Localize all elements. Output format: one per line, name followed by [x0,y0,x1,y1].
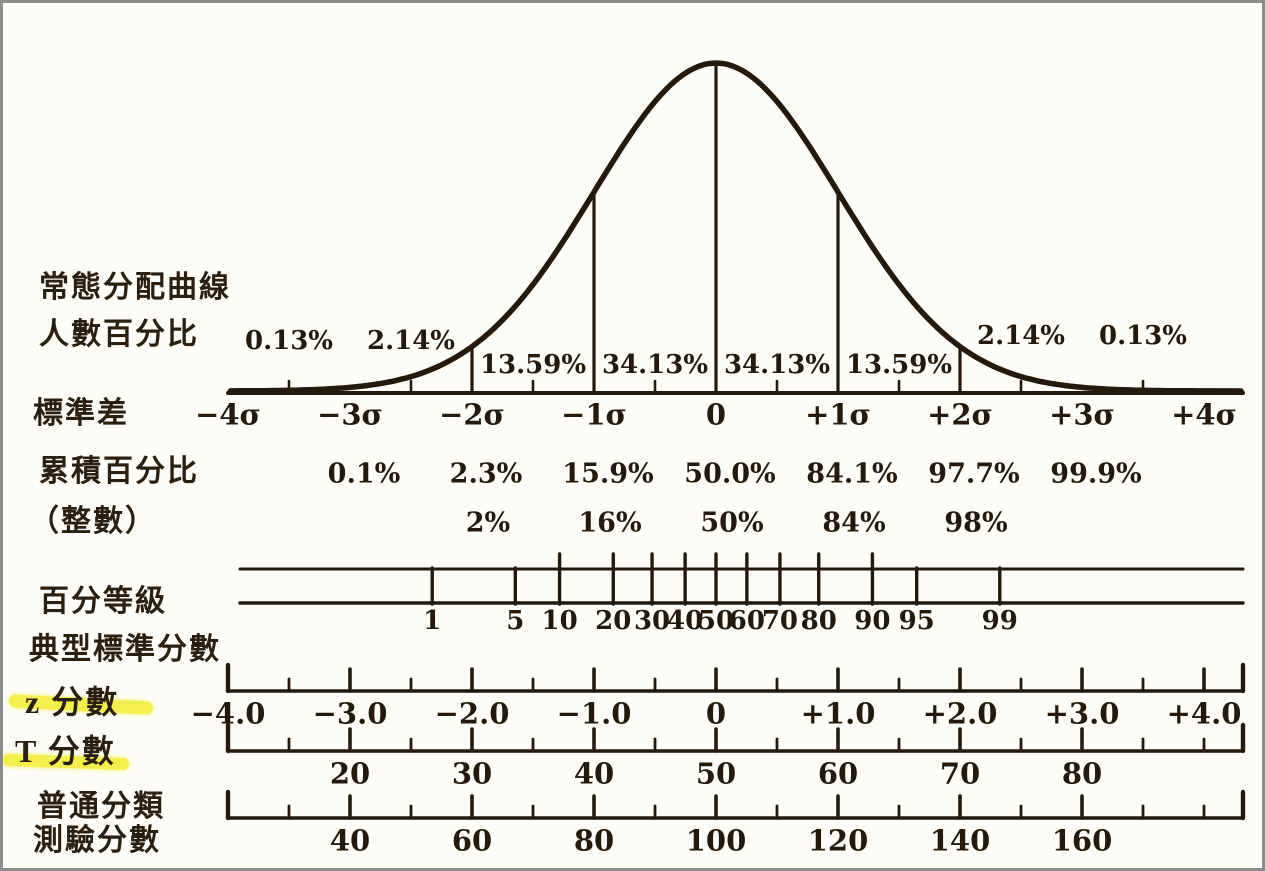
row-label-rounded: （整數） [29,505,157,538]
region-percent-label: 0.13% [1098,321,1188,351]
percentile-label: 20 [595,606,632,636]
cumulative-percent-label: 15.9% [562,458,654,490]
cumulative-percent-label: 97.7% [928,458,1020,490]
z-scale-label: +4.0 [1166,696,1242,731]
percentile-label: 60 [728,606,765,636]
sigma-axis-label: −2σ [439,397,505,432]
row-label-percent-of-people: 人數百分比 [39,318,199,351]
z-scale-label: −2.0 [434,696,510,731]
region-percent-label: 13.59% [479,350,587,380]
t-scale-label: 80 [1061,756,1103,791]
sigma-axis-label: −3σ [317,397,383,432]
cumulative-percent-label: 50.0% [684,458,776,490]
percentile-label: 80 [800,606,837,636]
percentile-label: 40 [667,606,704,636]
region-percent-label: 2.14% [976,321,1066,351]
percentile-label: 30 [633,606,671,636]
sigma-axis-label: +4σ [1171,397,1237,432]
classification-scale-label: 140 [929,823,991,858]
cumulative-rounded-label: 2% [465,507,511,539]
bell-curve [227,60,1244,394]
cumulative-rounded-label: 98% [944,507,1008,539]
z-scale-label: +3.0 [1044,696,1120,731]
cumulative-percent-label: 99.9% [1050,458,1142,490]
z-scale-label: +2.0 [922,696,998,731]
percentile-label: 90 [854,606,891,636]
percentile-label: 50 [697,606,735,636]
z-scale-label: 0 [705,696,727,731]
sigma-axis-label: +2σ [927,397,993,432]
sigma-axis-label: 0 [705,397,727,432]
t-scale-label: 40 [573,756,615,791]
percentile-label: 10 [541,606,578,636]
row-label-percentile-rank: 百分等級 [39,585,167,618]
classification-scale-label: 80 [573,823,615,858]
region-percent-label: 2.14% [366,326,456,356]
z-scale-label: −1.0 [556,696,632,731]
distribution-chart-canvas [225,60,1246,821]
region-percent-label: 34.13% [601,350,709,380]
cumulative-percent-label: 0.1% [327,458,401,490]
percentile-label: 1 [423,606,442,636]
percentile-label: 70 [761,606,799,636]
region-percent-label: 34.13% [723,350,831,380]
classification-scale-label: 100 [685,823,747,858]
sigma-axis-label: −4σ [195,397,261,432]
t-scale-label: 50 [695,756,737,791]
row-label-test-scores: 測驗分數 [33,824,161,857]
t-scale-label: 20 [329,756,371,791]
classification-scale-label: 120 [807,823,869,858]
cumulative-percent-label: 2.3% [449,458,523,490]
row-label-cumulative-percent: 累積百分比 [39,455,199,488]
cumulative-rounded-label: 50% [700,507,764,539]
sigma-axis-label: −1σ [561,397,627,432]
t-scale-label: 30 [451,756,493,791]
percentile-label: 99 [981,606,1018,636]
classification-scale-label: 60 [451,823,493,858]
percentile-label: 95 [898,606,935,636]
classification-scale-label: 40 [329,823,371,858]
percentile-label: 5 [506,606,525,636]
row-label-general-classification: 普通分類 [37,790,165,823]
t-scale-label: 70 [939,756,981,791]
z-scale-label: −4.0 [190,696,266,731]
cumulative-rounded-label: 16% [578,507,642,539]
classification-scale-label: 160 [1051,823,1113,858]
sigma-axis-label: +3σ [1049,397,1115,432]
region-percent-label: 0.13% [244,326,334,356]
cumulative-rounded-label: 84% [822,507,886,539]
sigma-axis-label: +1σ [805,397,871,432]
row-label-z-score: z 分數 [25,684,120,720]
t-scale-label: 60 [817,756,859,791]
row-label-standard-deviation: 標準差 [33,397,129,430]
cumulative-percent-label: 84.1% [806,458,898,490]
region-percent-label: 13.59% [845,350,953,380]
z-scale-label: +1.0 [800,696,876,731]
row-label-normal-curve: 常態分配曲線 [39,271,231,304]
row-label-typical-standard-scores: 典型標準分數 [29,633,221,666]
row-label-t-score: T 分數 [15,733,116,769]
z-scale-label: −3.0 [312,696,388,731]
